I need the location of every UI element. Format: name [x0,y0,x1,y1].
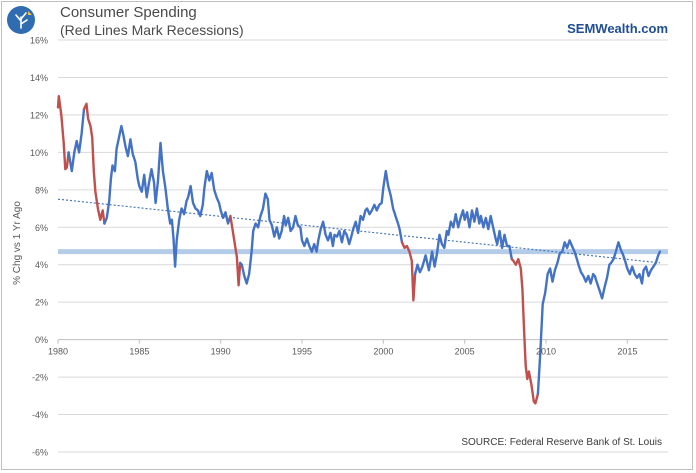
y-tick-label: 10% [30,148,48,158]
y-tick-label: 12% [30,110,48,120]
y-tick-label: 8% [35,185,48,195]
x-tick-label: 2015 [617,347,637,357]
recession-series-line [56,95,70,171]
recession-series-line [229,214,242,287]
y-tick-label: 2% [35,298,48,308]
y-tick-label: -4% [32,410,48,420]
y-tick-label: -6% [32,448,48,458]
y-axis-label: % Chg vs 1 Yr Ago [12,201,23,285]
source-note: SOURCE: Federal Reserve Bank of St. Loui… [461,437,662,448]
x-tick-label: 1980 [48,347,68,357]
brand-link[interactable]: SEMWealth.com [567,21,668,36]
spending-series-line [67,108,86,173]
y-tick-label: 6% [35,223,48,233]
y-tick-label: 4% [35,260,48,270]
x-tick-label: 2000 [373,347,393,357]
logo-accent [28,11,32,15]
series-lines [56,95,662,405]
spending-series-line [536,239,662,396]
spending-series-line [239,169,404,285]
recession-series-line [510,257,540,405]
x-tick-label: 1995 [292,347,312,357]
y-tick-labels: -6% -4% -2% 0% 2% 4% 6% 8% 10% 12% 14% 16% [30,36,48,458]
y-tick-label: 0% [35,335,48,345]
x-tick-label: 1990 [211,347,231,357]
recession-series-line [400,241,417,302]
chart-title: Consumer Spending [60,4,197,21]
y-tick-label: -2% [32,373,48,383]
y-tick-label: 14% [30,73,48,83]
grid-lines [57,39,668,453]
x-tick-label: 2010 [536,347,556,357]
logo-tree [15,12,28,29]
spending-series-line [103,124,232,268]
chart-subtitle: (Red Lines Mark Recessions) [60,22,244,38]
semwealth-logo-icon [7,6,35,34]
x-tick-labels: 1980 1985 1990 1995 2000 2005 2010 2015 [48,347,637,357]
y-tick-label: 16% [30,36,48,46]
x-tick-label: 1985 [129,347,149,357]
spending-series-line [413,207,513,276]
recession-series-line [82,102,106,225]
x-tick-label: 2005 [455,347,475,357]
